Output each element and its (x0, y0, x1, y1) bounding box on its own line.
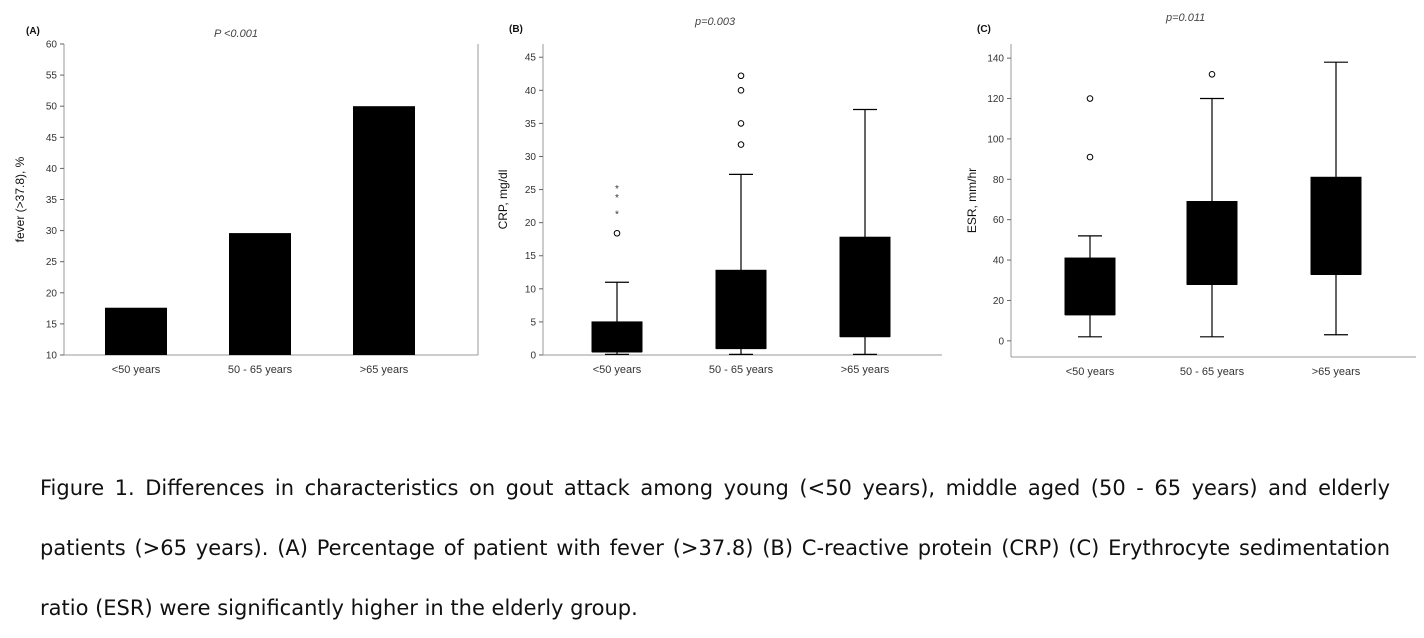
extreme-point: * (615, 184, 619, 195)
chart-a-svg: 10 15 20 25 30 35 40 45 50 55 60 fever (>37.8), % <5… (13, 40, 479, 376)
y-tick-label: 60 (46, 40, 58, 51)
y-tick-label: 20 (993, 296, 1005, 307)
bar (229, 233, 291, 355)
x-category-label: >65 years (841, 364, 890, 376)
bar (105, 307, 167, 355)
y-tick-label: 55 (46, 71, 58, 82)
y-tick-label: 15 (46, 319, 58, 330)
panel-b-label: (B) (509, 24, 523, 35)
y-axis-label: ESR, mm/hr (965, 168, 979, 233)
x-category-label: <50 years (1066, 366, 1115, 378)
y-tick-label: 15 (525, 251, 537, 262)
box (1064, 257, 1116, 316)
panel-b-pvalue: p=0.003 (695, 16, 736, 28)
bar (353, 106, 415, 355)
y-tick-label: 30 (46, 226, 58, 237)
x-category-label: <50 years (112, 364, 161, 376)
y-axis-label: fever (>37.8), % (13, 156, 27, 242)
y-tick-label: 10 (46, 351, 58, 362)
y-tick-label: 140 (987, 54, 1004, 65)
figure-caption: Figure 1. Differences in characteristics… (40, 476, 1390, 620)
y-tick-label: 80 (993, 175, 1005, 186)
y-tick-label: 20 (46, 288, 58, 299)
y-tick-label: 35 (525, 119, 537, 130)
chart-c-svg: 0 20 40 60 80 100 120 140 ESR, mm/hr <50 years 50 … (965, 44, 1416, 378)
y-tick-label: 120 (987, 94, 1004, 105)
outlier-point (737, 141, 745, 148)
panel-c-label: (C) (977, 24, 991, 35)
outlier-point (737, 87, 745, 94)
y-tick-label: 35 (46, 195, 58, 206)
y-tick-label: 0 (998, 336, 1004, 347)
box (1310, 176, 1362, 275)
y-tick-label: 100 (987, 134, 1004, 145)
y-tick-label: 45 (46, 133, 58, 144)
y-tick-label: 40 (993, 256, 1005, 267)
x-category-label: >65 years (1312, 366, 1361, 378)
y-tick-label: 45 (525, 53, 537, 64)
y-tick-label: 50 (46, 102, 58, 113)
box (591, 321, 643, 353)
panel-c: 0 20 40 60 80 100 120 140 ESR, mm/hr <50 years 50 … (965, 44, 1416, 378)
extreme-point: * (615, 193, 619, 204)
y-tick-label: 25 (46, 257, 58, 268)
outlier-point (1086, 153, 1094, 161)
panel-b: 0 5 10 15 20 25 30 35 40 45 CRP, mg/dl <50 years 50 … (0, 0, 960, 400)
outlier-point (1208, 70, 1216, 78)
panel-a-pvalue: P <0.001 (214, 28, 258, 40)
outlier-point (737, 120, 745, 127)
y-tick-label: 40 (46, 164, 58, 175)
panel-c-pvalue: p=0.011 (1166, 12, 1206, 24)
x-category-label: <50 years (593, 364, 642, 376)
y-tick-label: 0 (530, 351, 536, 362)
box (839, 236, 891, 337)
outlier-point (737, 72, 745, 80)
y-tick-label: 20 (525, 218, 537, 229)
x-category-label: 50 - 65 years (709, 364, 774, 376)
y-tick-label: 25 (525, 185, 537, 196)
outlier-point (1086, 95, 1094, 102)
y-tick-label: 5 (530, 317, 536, 328)
y-axis-label: CRP, mg/dl (496, 170, 510, 230)
panel-a-label: (A) (26, 26, 40, 37)
extreme-point: * (615, 210, 619, 221)
chart-b-svg: 0 5 10 15 20 25 30 35 40 45 CRP, mg/dl <50 years 50 … (496, 44, 942, 376)
x-category-label: 50 - 65 years (228, 364, 293, 376)
x-category-label: >65 years (360, 364, 409, 376)
panel-a: 10 15 20 25 30 35 40 45 50 55 60 fever (>37.8), % <5… (0, 0, 480, 400)
y-tick-label: 10 (525, 284, 537, 295)
y-tick-label: 60 (993, 215, 1005, 226)
outlier-point (613, 229, 621, 237)
x-category-label: 50 - 65 years (1180, 366, 1245, 378)
y-tick-label: 30 (525, 152, 537, 163)
y-tick-label: 40 (525, 86, 537, 97)
box (1186, 201, 1238, 285)
